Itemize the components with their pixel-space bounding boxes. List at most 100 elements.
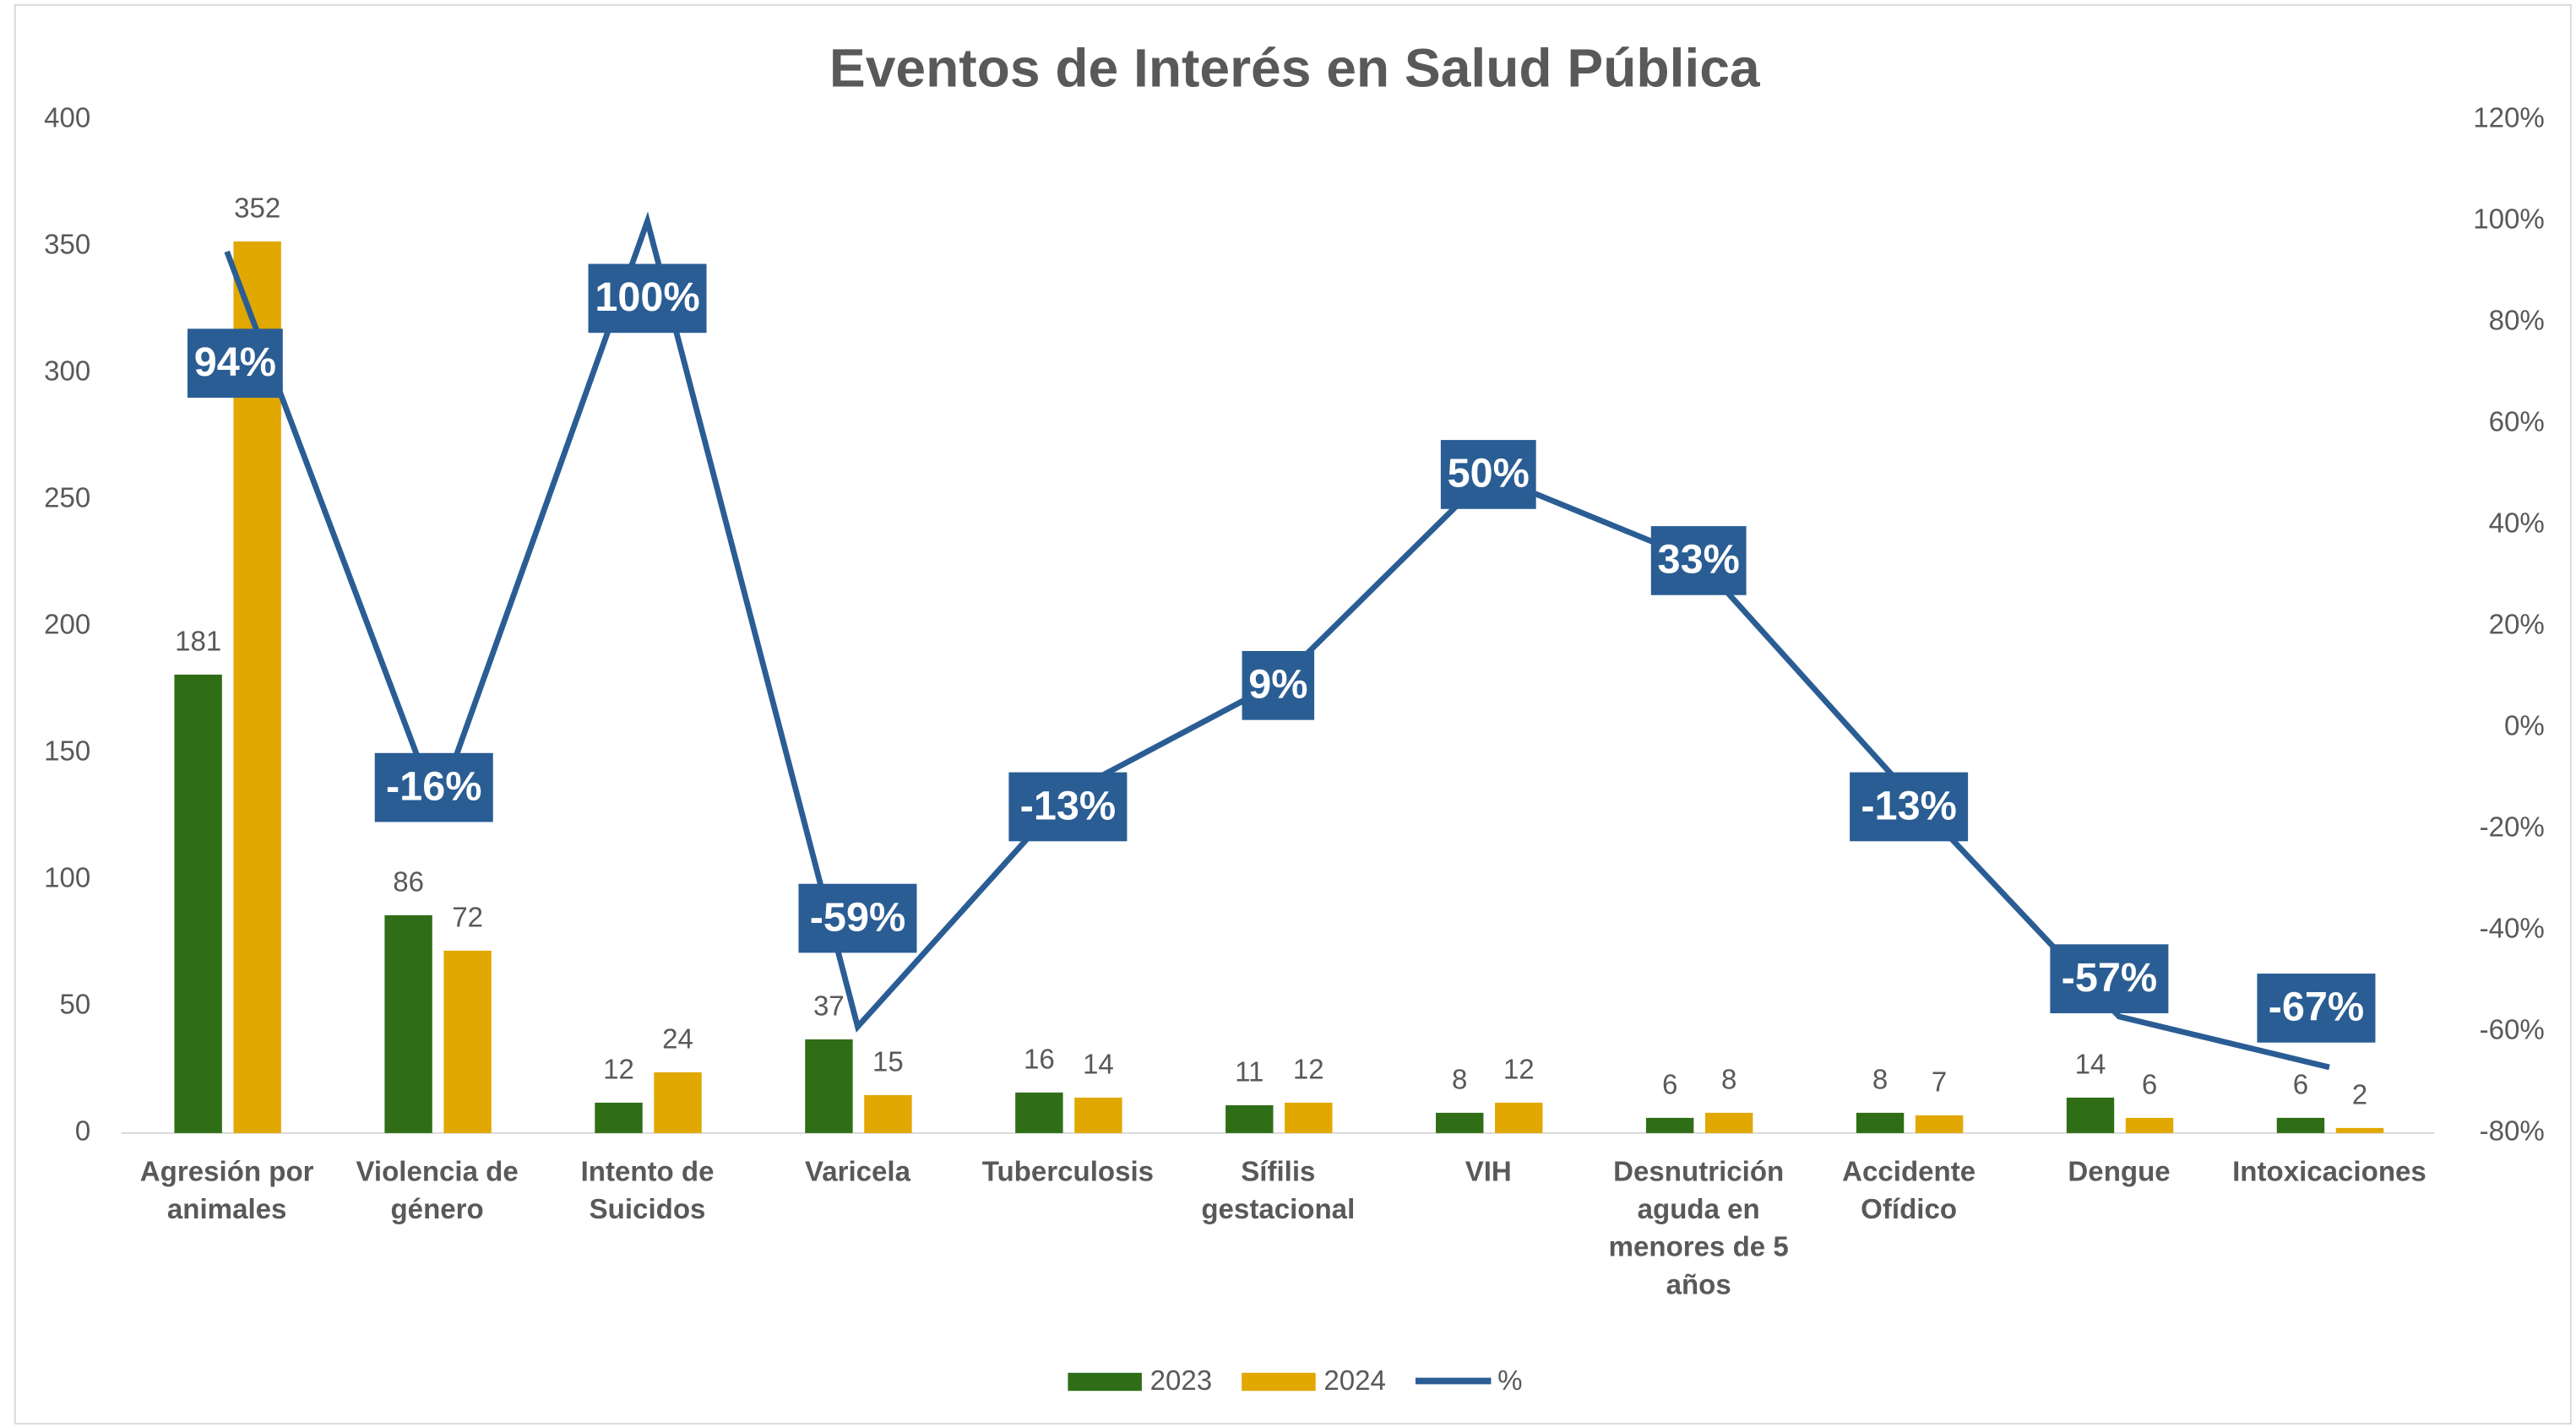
x-tick-label-box: Accidente Ofídico — [1842, 1156, 1976, 1225]
data-label: -16% — [386, 763, 481, 809]
x-tick-label: Violencia de género — [356, 1156, 519, 1225]
y2-tick-label: 60% — [2489, 407, 2545, 438]
data-label-box — [187, 328, 283, 399]
y2-tick-label: 100% — [2473, 204, 2545, 236]
bar — [1285, 1102, 1333, 1133]
x-tick-label: Intoxicaciones — [2232, 1156, 2427, 1188]
bar — [1856, 1112, 1905, 1133]
bar — [1495, 1102, 1543, 1133]
data-label: 37 — [813, 991, 845, 1023]
data-label: 8 — [1721, 1065, 1736, 1096]
y2-tick-label: -60% — [2480, 1015, 2545, 1046]
y2-tick-label: 80% — [2489, 306, 2545, 337]
data-label: 14 — [2075, 1050, 2106, 1081]
data-label: 94% — [194, 339, 276, 385]
data-label-box — [1850, 772, 1969, 842]
legend-label: % — [1497, 1365, 1522, 1397]
bar — [2276, 1117, 2325, 1133]
data-label: 12 — [1503, 1055, 1535, 1086]
y2-tick-label: 120% — [2473, 103, 2545, 134]
data-label: 352 — [234, 193, 280, 225]
legend-label: 2023 — [1150, 1365, 1213, 1397]
data-label: 33% — [1658, 537, 1740, 583]
x-tick-label: VIH — [1465, 1156, 1512, 1188]
y-tick-label: 100 — [44, 863, 90, 894]
data-label: 14 — [1083, 1050, 1114, 1081]
data-label: 16 — [1024, 1044, 1055, 1076]
y2-tick-label: 20% — [2489, 610, 2545, 641]
x-tick-label-box: Varicela — [804, 1156, 910, 1188]
bar — [2125, 1117, 2174, 1133]
x-tick-label: Accidente Ofídico — [1842, 1156, 1976, 1225]
x-tick-label-box: Violencia de género — [356, 1156, 519, 1225]
data-label: -13% — [1020, 783, 1116, 828]
data-label: 6 — [2142, 1070, 2157, 1101]
data-label: 50% — [1448, 451, 1530, 496]
y-tick-label: 250 — [44, 483, 90, 514]
x-tick-label-box: Agresión por animales — [139, 1156, 314, 1225]
bar — [1074, 1097, 1122, 1133]
data-label: 12 — [1293, 1055, 1324, 1086]
x-tick-label: Sífilis gestacional — [1201, 1156, 1356, 1225]
x-tick-label-box: Tuberculosis — [981, 1156, 1155, 1188]
data-label: 7 — [1932, 1067, 1947, 1099]
data-label: 12 — [603, 1055, 634, 1086]
data-label: 6 — [1662, 1070, 1677, 1101]
data-label: 8 — [1452, 1065, 1467, 1096]
y2-tick-label: 0% — [2504, 711, 2545, 742]
bar — [174, 674, 222, 1133]
data-label: 8 — [1872, 1065, 1888, 1096]
data-label: -13% — [1861, 783, 1956, 828]
data-label: 86 — [393, 867, 424, 898]
data-label: 72 — [452, 903, 483, 934]
data-label: 15 — [872, 1047, 904, 1078]
bar — [384, 914, 432, 1133]
bar — [2066, 1097, 2115, 1133]
data-label-box — [1008, 772, 1128, 842]
legend-swatch — [1068, 1372, 1142, 1392]
bar — [654, 1072, 702, 1133]
data-label: -67% — [2269, 985, 2364, 1030]
legend-swatch — [1242, 1372, 1316, 1392]
bar — [1645, 1117, 1694, 1133]
x-tick-label: Agresión por animales — [139, 1156, 314, 1225]
chart-title: Eventos de Interés en Salud Pública — [829, 38, 1761, 99]
y2-tick-label: -40% — [2480, 914, 2545, 945]
data-label: 11 — [1235, 1057, 1264, 1088]
x-tick-label-box: Intoxicaciones — [2232, 1156, 2427, 1188]
x-tick-label: Tuberculosis — [981, 1156, 1155, 1188]
bar — [595, 1102, 643, 1133]
x-tick-label-box: Dengue — [2068, 1156, 2170, 1187]
y-tick-label: 350 — [44, 230, 90, 261]
y2-tick-label: -80% — [2480, 1116, 2545, 1148]
data-label: 6 — [2293, 1070, 2308, 1101]
data-label-box — [1242, 650, 1315, 720]
bar — [1015, 1092, 1063, 1133]
y2-tick-label: 40% — [2489, 508, 2545, 540]
data-label: 24 — [662, 1024, 693, 1055]
data-label: 9% — [1248, 662, 1307, 708]
y2-tick-label: -20% — [2480, 812, 2545, 844]
data-label-box — [1440, 440, 1536, 509]
data-label: 100% — [595, 274, 699, 320]
x-tick-label: Varicela — [804, 1156, 910, 1188]
data-label-box — [374, 752, 493, 822]
data-label: -57% — [2062, 955, 2157, 1001]
data-label-box — [1650, 526, 1747, 595]
bar — [805, 1039, 853, 1133]
bar — [1915, 1115, 1964, 1133]
y-tick-label: 400 — [44, 103, 90, 134]
x-tick-label-box: Sífilis gestacional — [1201, 1156, 1356, 1225]
x-tick-label: Intento de Suicidos — [580, 1156, 715, 1225]
data-label: 2 — [2352, 1080, 2367, 1111]
data-label: 181 — [175, 627, 221, 658]
bar — [1436, 1112, 1484, 1133]
data-label-box — [2257, 974, 2376, 1043]
bar — [2335, 1127, 2384, 1133]
y-tick-label: 200 — [44, 610, 90, 641]
x-tick-label-box: Desnutrición aguda en menores de 5 años — [1608, 1156, 1789, 1301]
y-tick-label: 0 — [75, 1116, 90, 1148]
bar — [1226, 1104, 1274, 1133]
x-tick-label: Desnutrición aguda en menores de 5 años — [1608, 1156, 1789, 1301]
